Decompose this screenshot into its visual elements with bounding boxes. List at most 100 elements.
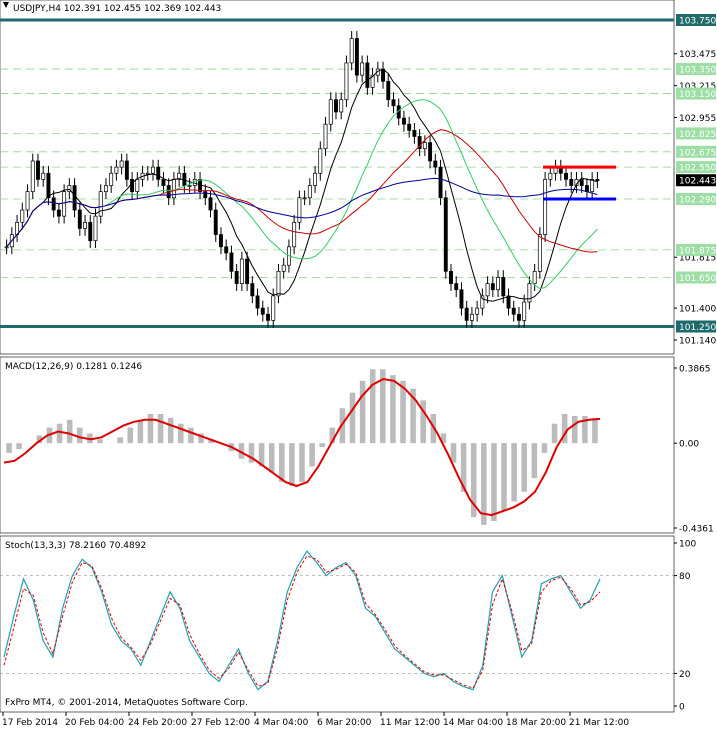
candle-body — [354, 38, 359, 76]
price-level-box — [676, 145, 716, 158]
candle-body — [56, 209, 61, 217]
candle-body — [584, 185, 589, 192]
candle-body — [297, 197, 302, 223]
price-axis-label: 101.400 — [679, 305, 716, 315]
candle-body — [433, 160, 438, 168]
time-axis-label: 20 Feb 04:00 — [65, 718, 124, 728]
triangle-icon — [3, 2, 9, 8]
time-axis-label: 4 Mar 04:00 — [254, 718, 309, 728]
candle-body — [156, 166, 161, 180]
candle-body — [511, 307, 516, 315]
stochastic-panel[interactable]: Stoch(13,3,3) 78.2160 70.4892 FxPro MT4,… — [0, 535, 675, 713]
stochastic-levels — [0, 575, 674, 674]
candle-body — [130, 179, 135, 192]
time-axis-label: 27 Feb 12:00 — [191, 718, 250, 728]
time-axis-label: 17 Feb 2014 — [2, 718, 58, 728]
price-axis-label: 101.250 — [679, 323, 716, 333]
candle-body — [151, 166, 155, 174]
copyright-text: FxPro MT4, © 2001-2014, MetaQuotes Softw… — [5, 698, 248, 708]
stochastic-title: Stoch(13,3,3) 78.2160 70.4892 — [5, 541, 146, 551]
stochastic-axis-label: 0 — [679, 703, 685, 713]
candle-body — [229, 252, 234, 272]
candle-body — [412, 129, 417, 137]
macd-axis: 0.3865 0.00 -0.4361 — [674, 365, 714, 535]
candle-body — [224, 246, 229, 254]
time-axis-label: 18 Mar 20:00 — [506, 718, 566, 728]
candle-body — [161, 179, 166, 186]
candle-body — [260, 307, 265, 315]
moving-average-line — [6, 68, 598, 302]
candle-body — [124, 160, 129, 180]
price-candles — [4, 31, 600, 328]
candle-body — [522, 301, 527, 321]
price-axis-label: 102.550 — [679, 164, 716, 174]
candle-body — [51, 197, 56, 211]
candle-body — [543, 179, 548, 235]
candle-body — [20, 209, 25, 223]
candle-body — [443, 197, 448, 272]
price-panel[interactable]: USDJPY,H4 102.391 102.455 102.369 102.44… — [0, 0, 675, 355]
time-axis-label: 11 Mar 12:00 — [380, 718, 440, 728]
candle-body — [208, 197, 213, 211]
price-level-box — [676, 174, 716, 187]
candle-body — [203, 191, 208, 199]
candle-body — [77, 209, 82, 229]
price-axis-label: 101.140 — [679, 337, 716, 347]
candle-body — [428, 142, 433, 162]
macd-title: MACD(12,26,9) 0.1281 0.1246 — [5, 362, 142, 372]
candle-body — [475, 307, 480, 315]
candle-body — [234, 270, 239, 284]
candle-body — [276, 270, 281, 297]
candle-body — [564, 172, 568, 180]
price-axis-label: 103.150 — [679, 90, 716, 100]
macd-signal-line — [3, 377, 601, 517]
candle-body — [4, 246, 9, 249]
candle-body — [569, 179, 574, 186]
candle-body — [250, 283, 255, 297]
price-level-box — [676, 161, 716, 174]
macd-panel[interactable]: MACD(12,26,9) 0.1281 0.1246 — [0, 356, 675, 534]
candle-body — [93, 215, 98, 242]
candle-body — [36, 160, 40, 180]
price-axis-label: 101.875 — [679, 246, 716, 256]
candle-body — [103, 185, 108, 192]
price-level-box — [676, 63, 716, 76]
macd-axis-label: 0.3865 — [679, 365, 711, 375]
candle-body — [537, 234, 542, 272]
price-axis-label: 101.650 — [679, 274, 716, 284]
time-axis-label: 14 Mar 04:00 — [443, 718, 503, 728]
candle-body — [41, 172, 46, 180]
candle-body — [145, 172, 150, 175]
candle-body — [548, 172, 553, 180]
candle-body — [595, 179, 600, 181]
price-level-box — [676, 243, 716, 256]
candle-body — [119, 160, 124, 168]
stochastic-axis: 100 80 20 0 — [674, 540, 696, 713]
candle-body — [318, 148, 323, 174]
price-axis-label: 102.675 — [679, 148, 716, 158]
candle-body — [449, 270, 453, 284]
macd-histogram — [6, 369, 598, 525]
candle-body — [532, 270, 537, 284]
candle-body — [501, 277, 506, 297]
candle-body — [292, 221, 297, 248]
candle-body — [422, 142, 427, 150]
candle-body — [72, 185, 77, 211]
candle-body — [328, 99, 333, 125]
candle-body — [67, 185, 72, 192]
candle-body — [485, 283, 490, 297]
candle-body — [213, 209, 218, 235]
candle-body — [98, 191, 103, 217]
price-axis-label: 103.475 — [679, 50, 716, 60]
stochastic-axis-label: 100 — [679, 540, 696, 550]
candle-body — [375, 68, 380, 76]
candle-body — [135, 179, 140, 192]
candle-body — [365, 62, 370, 88]
price-level-box — [676, 271, 716, 284]
candle-body — [88, 221, 93, 242]
price-axis-label: 102.955 — [679, 114, 716, 124]
candle-body — [219, 234, 223, 248]
stochastic-axis-label: 80 — [679, 572, 691, 582]
